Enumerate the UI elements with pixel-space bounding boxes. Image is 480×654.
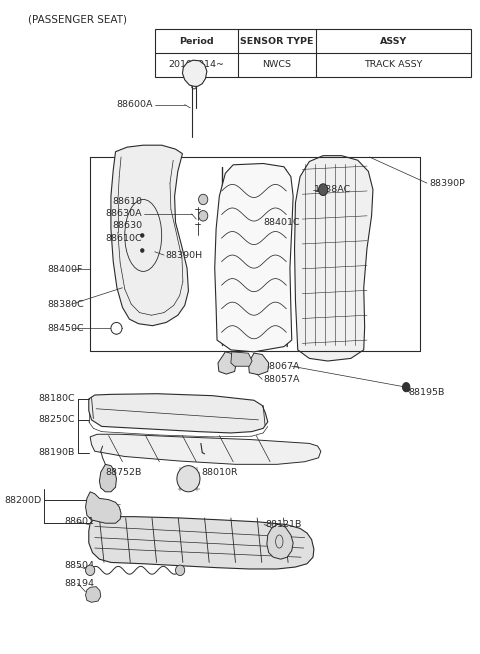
Polygon shape — [111, 145, 189, 326]
Text: 88010R: 88010R — [201, 468, 238, 477]
Text: 88752B: 88752B — [106, 468, 142, 477]
Text: 88630A: 88630A — [106, 209, 142, 218]
Polygon shape — [85, 587, 101, 602]
Text: 88610C: 88610C — [106, 233, 142, 243]
Text: ASSY: ASSY — [380, 37, 407, 46]
Ellipse shape — [111, 322, 122, 334]
Ellipse shape — [141, 249, 144, 252]
Text: 88400F: 88400F — [47, 265, 83, 274]
Text: 1338AC: 1338AC — [314, 185, 351, 194]
Text: 88057A: 88057A — [263, 375, 300, 384]
Text: 88390P: 88390P — [429, 179, 465, 188]
Ellipse shape — [199, 211, 208, 221]
Ellipse shape — [176, 565, 185, 576]
Polygon shape — [215, 164, 293, 352]
Text: 88450C: 88450C — [47, 324, 84, 333]
Text: 88601: 88601 — [65, 517, 95, 526]
Text: 88630: 88630 — [112, 221, 142, 230]
Text: 88380C: 88380C — [47, 300, 84, 309]
Text: 88194: 88194 — [65, 579, 95, 588]
Text: 88190B: 88190B — [38, 448, 75, 457]
Ellipse shape — [403, 383, 410, 392]
Text: 88600A: 88600A — [116, 100, 153, 109]
Polygon shape — [249, 353, 269, 375]
Polygon shape — [89, 394, 268, 433]
Ellipse shape — [199, 194, 208, 205]
Text: 88180C: 88180C — [38, 394, 75, 404]
Text: Period: Period — [179, 37, 214, 46]
Polygon shape — [89, 517, 314, 569]
Polygon shape — [295, 156, 373, 361]
Bar — [155, 29, 471, 77]
Text: NWCS: NWCS — [263, 60, 291, 69]
Polygon shape — [267, 525, 293, 559]
Polygon shape — [182, 60, 207, 86]
Text: (PASSENGER SEAT): (PASSENGER SEAT) — [28, 14, 127, 25]
Polygon shape — [85, 492, 121, 523]
Ellipse shape — [177, 466, 200, 492]
Polygon shape — [231, 352, 252, 366]
Text: 88200D: 88200D — [4, 496, 42, 505]
Text: 88195B: 88195B — [408, 388, 445, 397]
Text: 88250C: 88250C — [38, 415, 75, 424]
Text: SENSOR TYPE: SENSOR TYPE — [240, 37, 314, 46]
Text: 88504: 88504 — [65, 561, 95, 570]
Polygon shape — [90, 434, 321, 464]
Text: TRACK ASSY: TRACK ASSY — [364, 60, 423, 69]
Ellipse shape — [141, 233, 144, 237]
Text: 88121B: 88121B — [265, 520, 302, 529]
Text: 88401C: 88401C — [263, 218, 300, 227]
Text: 88390H: 88390H — [165, 250, 203, 260]
Text: 88610: 88610 — [112, 197, 142, 206]
Text: 88067A: 88067A — [263, 362, 300, 371]
Polygon shape — [99, 464, 117, 492]
Ellipse shape — [319, 184, 328, 196]
Text: 20101014~: 20101014~ — [168, 60, 224, 69]
Ellipse shape — [85, 565, 95, 576]
Polygon shape — [218, 352, 237, 374]
